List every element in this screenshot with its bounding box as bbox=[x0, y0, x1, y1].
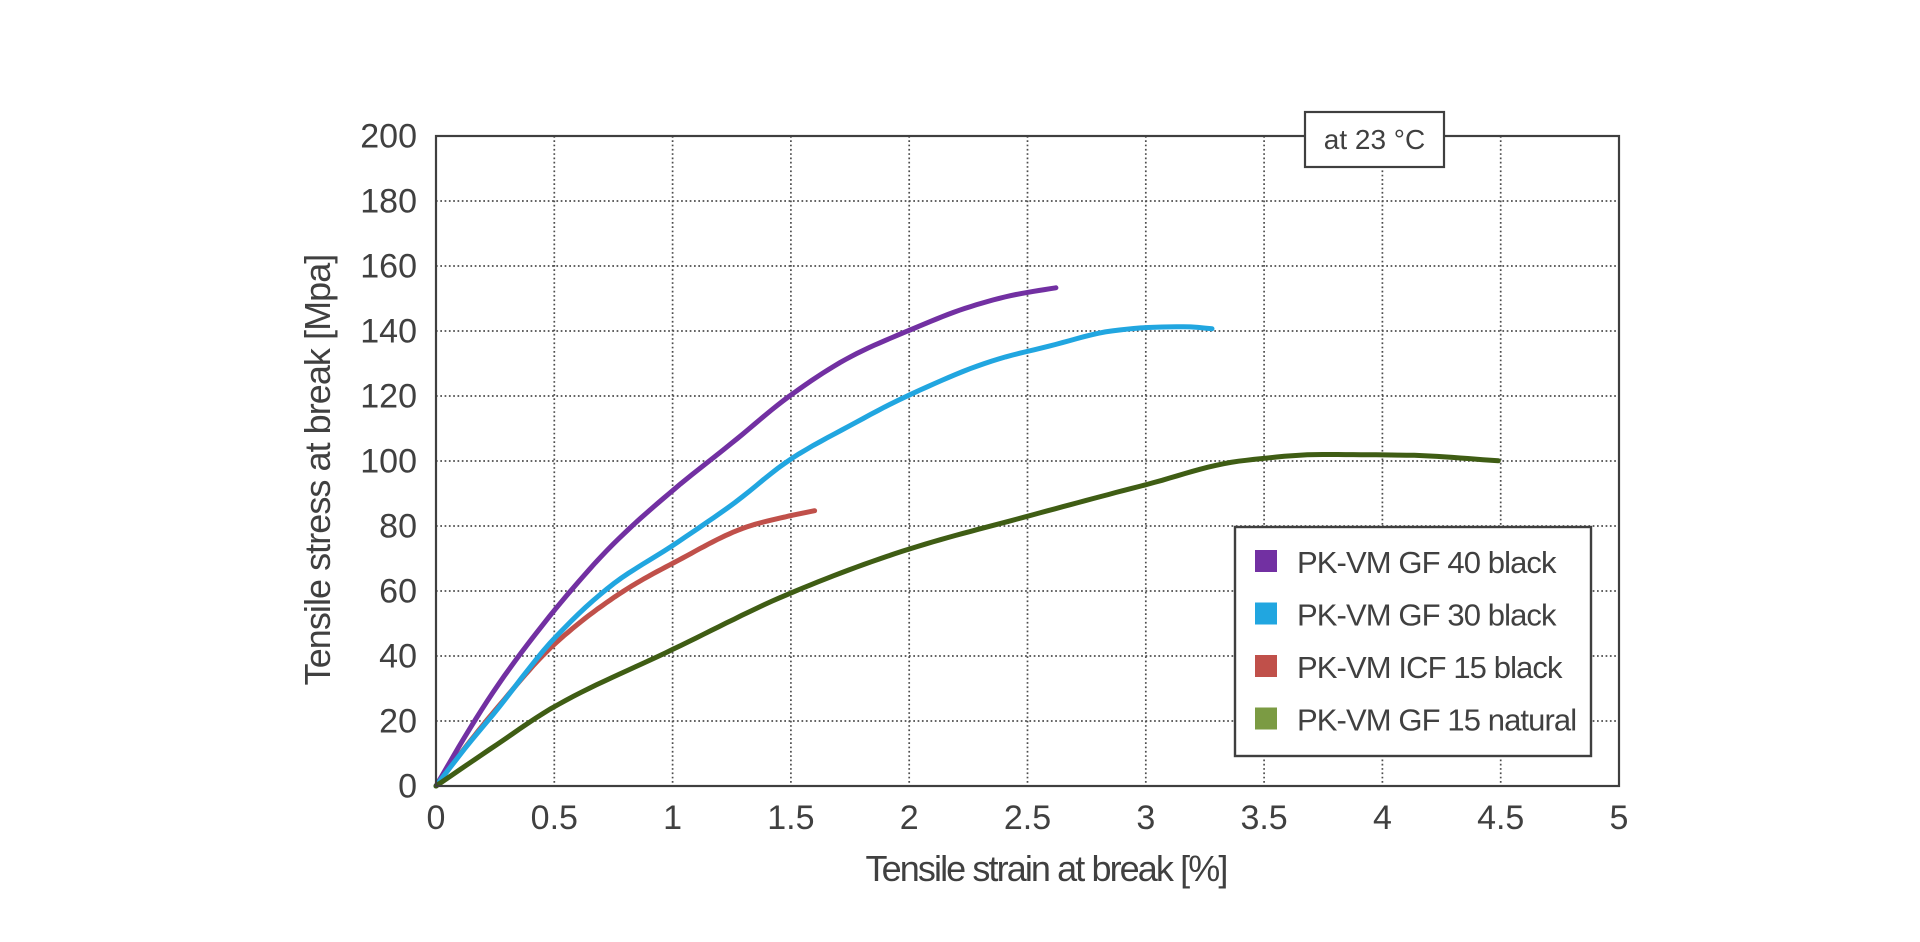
svg-text:PK-VM GF 15 natural: PK-VM GF 15 natural bbox=[1297, 703, 1576, 738]
svg-text:Tensile stress at break [Mpa]: Tensile stress at break [Mpa] bbox=[297, 255, 338, 686]
svg-text:0: 0 bbox=[398, 768, 417, 806]
svg-text:20: 20 bbox=[379, 703, 417, 741]
svg-text:180: 180 bbox=[360, 183, 417, 221]
svg-text:40: 40 bbox=[379, 638, 417, 676]
svg-text:1.5: 1.5 bbox=[767, 799, 814, 837]
svg-text:4.5: 4.5 bbox=[1477, 799, 1524, 837]
svg-text:at 23 °C: at 23 °C bbox=[1324, 124, 1425, 155]
svg-text:160: 160 bbox=[360, 248, 417, 286]
svg-text:3.5: 3.5 bbox=[1240, 799, 1287, 837]
svg-text:5: 5 bbox=[1610, 799, 1629, 837]
svg-text:60: 60 bbox=[379, 573, 417, 611]
svg-text:4: 4 bbox=[1373, 799, 1392, 837]
svg-text:140: 140 bbox=[360, 313, 417, 351]
svg-text:100: 100 bbox=[360, 443, 417, 481]
svg-text:120: 120 bbox=[360, 378, 417, 416]
svg-text:Tensile strain at break [%]: Tensile strain at break [%] bbox=[866, 848, 1227, 889]
svg-text:PK-VM ICF 15 black: PK-VM ICF 15 black bbox=[1297, 650, 1563, 685]
svg-text:0.5: 0.5 bbox=[531, 799, 578, 837]
svg-text:2: 2 bbox=[900, 799, 919, 837]
svg-text:2.5: 2.5 bbox=[1004, 799, 1051, 837]
svg-text:200: 200 bbox=[360, 118, 417, 156]
svg-text:1: 1 bbox=[663, 799, 682, 837]
svg-text:0: 0 bbox=[427, 799, 446, 837]
svg-text:PK-VM GF 30 black: PK-VM GF 30 black bbox=[1297, 598, 1557, 633]
svg-text:3: 3 bbox=[1136, 799, 1155, 837]
svg-text:80: 80 bbox=[379, 508, 417, 546]
svg-text:PK-VM GF 40 black: PK-VM GF 40 black bbox=[1297, 545, 1557, 580]
